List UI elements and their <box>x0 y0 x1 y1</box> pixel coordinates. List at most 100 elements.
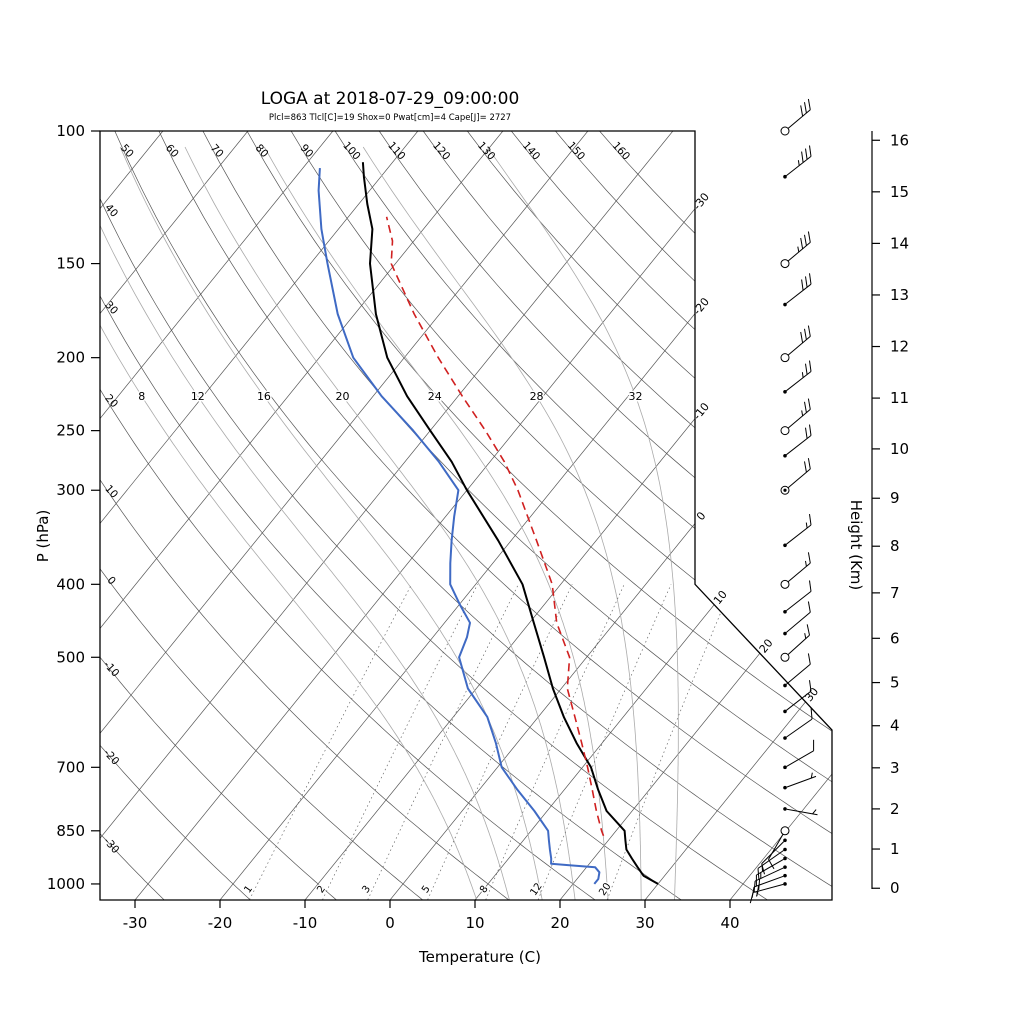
dry-adiabat-line <box>467 131 832 900</box>
moist-adiabat-label: 16 <box>257 390 271 403</box>
isotherm-line <box>100 131 419 900</box>
mixing-ratio-label: 12 <box>528 881 544 898</box>
barb-feather <box>807 653 811 665</box>
barb-feather <box>804 401 807 413</box>
barb-staff <box>761 841 785 864</box>
temperature-tick-label: 40 <box>720 914 739 932</box>
dry-adiabat-label: 90 <box>298 142 316 160</box>
wind-barb <box>780 231 811 269</box>
barb-feather <box>809 424 812 436</box>
barb-feather <box>804 328 807 340</box>
dry-adiabat-line <box>555 131 832 900</box>
isotherm-line <box>729 131 832 900</box>
barb-staff <box>786 156 812 176</box>
height-tick-label: 15 <box>890 183 909 201</box>
moist-adiabat-line <box>100 146 510 900</box>
height-tick-label: 8 <box>890 537 900 555</box>
isotherm-line <box>219 131 832 900</box>
barb-feather <box>797 246 800 253</box>
height-tick-label: 14 <box>890 234 909 252</box>
temperature-tick-label: 0 <box>385 914 395 932</box>
isotherm-line <box>100 131 249 900</box>
dry-adiabat-label: 40 <box>102 202 120 220</box>
station-circle <box>780 579 790 589</box>
barb-feather <box>804 102 807 114</box>
barb-feather <box>812 809 817 815</box>
dry-adiabat-label: 120 <box>430 140 452 163</box>
height-tick-label: 7 <box>890 584 900 602</box>
dry-adiabat-line <box>100 131 682 900</box>
moist-adiabat-label: 24 <box>428 390 442 403</box>
barb-feather <box>809 145 812 157</box>
wind-barb <box>783 772 817 790</box>
mixing-ratio-line <box>322 584 478 900</box>
isotherm-line <box>559 131 832 900</box>
moist-adiabat-line <box>100 146 478 900</box>
isotherm-line <box>304 131 832 900</box>
station-dot <box>783 709 787 714</box>
station-dot <box>783 389 787 394</box>
guide-lines <box>100 131 832 900</box>
pressure-tick-label: 150 <box>56 255 85 273</box>
barb-feather <box>807 398 811 410</box>
isotherm-label: 0 <box>694 509 709 523</box>
barb-feather <box>801 372 804 378</box>
temperature-tick-label: 30 <box>635 914 654 932</box>
height-tick-label: 5 <box>890 674 900 692</box>
wind-barb <box>783 580 812 614</box>
temperature-tick-label: -10 <box>293 914 318 932</box>
station-dot <box>783 807 787 811</box>
barb-feather <box>809 680 812 692</box>
dry-adiabat-label: 30 <box>102 299 120 317</box>
wind-barb <box>783 145 812 179</box>
temperature-tick-label: -20 <box>208 914 233 932</box>
chart-title: LOGA at 2018-07-29_09:00:00 <box>261 89 520 109</box>
dewpoint-curve <box>317 168 601 885</box>
wind-barb <box>783 680 812 714</box>
barb-feather <box>801 410 804 416</box>
dry-adiabat-label: 20 <box>102 392 120 410</box>
temperature-tick-label: -30 <box>123 914 148 932</box>
height-tick-label: 12 <box>890 338 909 356</box>
barb-staff <box>786 718 813 738</box>
height-tick-label: 2 <box>890 800 900 818</box>
barb-staff <box>786 611 811 633</box>
barb-feather <box>804 633 807 639</box>
dry-adiabat-line <box>290 131 832 900</box>
barb-feather <box>804 234 807 246</box>
station-dot <box>783 453 787 458</box>
station-dot <box>783 847 787 852</box>
wind-barb <box>780 552 811 589</box>
barb-staff <box>786 663 811 685</box>
station-circle <box>780 826 790 836</box>
dry-adiabat-line <box>511 131 832 900</box>
barb-feather <box>810 708 813 720</box>
station-dot <box>783 856 787 861</box>
mixing-ratio-line <box>249 584 412 900</box>
dry-adiabat-label: 160 <box>610 140 632 163</box>
moist-adiabat-label: 28 <box>530 390 544 403</box>
barb-feather <box>800 105 804 117</box>
station-circle <box>780 259 790 269</box>
dry-adiabat-line <box>114 131 832 900</box>
isotherm-line <box>644 131 832 900</box>
station-dot <box>783 838 787 843</box>
sounding-profiles <box>317 162 659 885</box>
pressure-tick-label: 250 <box>56 422 85 440</box>
barb-feather <box>809 514 812 526</box>
dry-adiabat-line <box>100 131 251 900</box>
barb-feather <box>807 98 811 110</box>
station-circle <box>780 126 790 136</box>
dry-adiabat-line <box>246 131 832 900</box>
isotherm-line <box>100 131 589 900</box>
dry-adiabat-line <box>378 131 832 900</box>
barb-staff <box>753 875 784 888</box>
barb-staff <box>787 562 811 583</box>
height-tick-label: 11 <box>890 389 909 407</box>
station-dot <box>783 765 787 770</box>
barb-staff <box>786 690 812 711</box>
barb-staff <box>756 858 784 876</box>
parcel-curve <box>385 216 605 837</box>
mixing-ratio-label: 20 <box>597 881 613 898</box>
